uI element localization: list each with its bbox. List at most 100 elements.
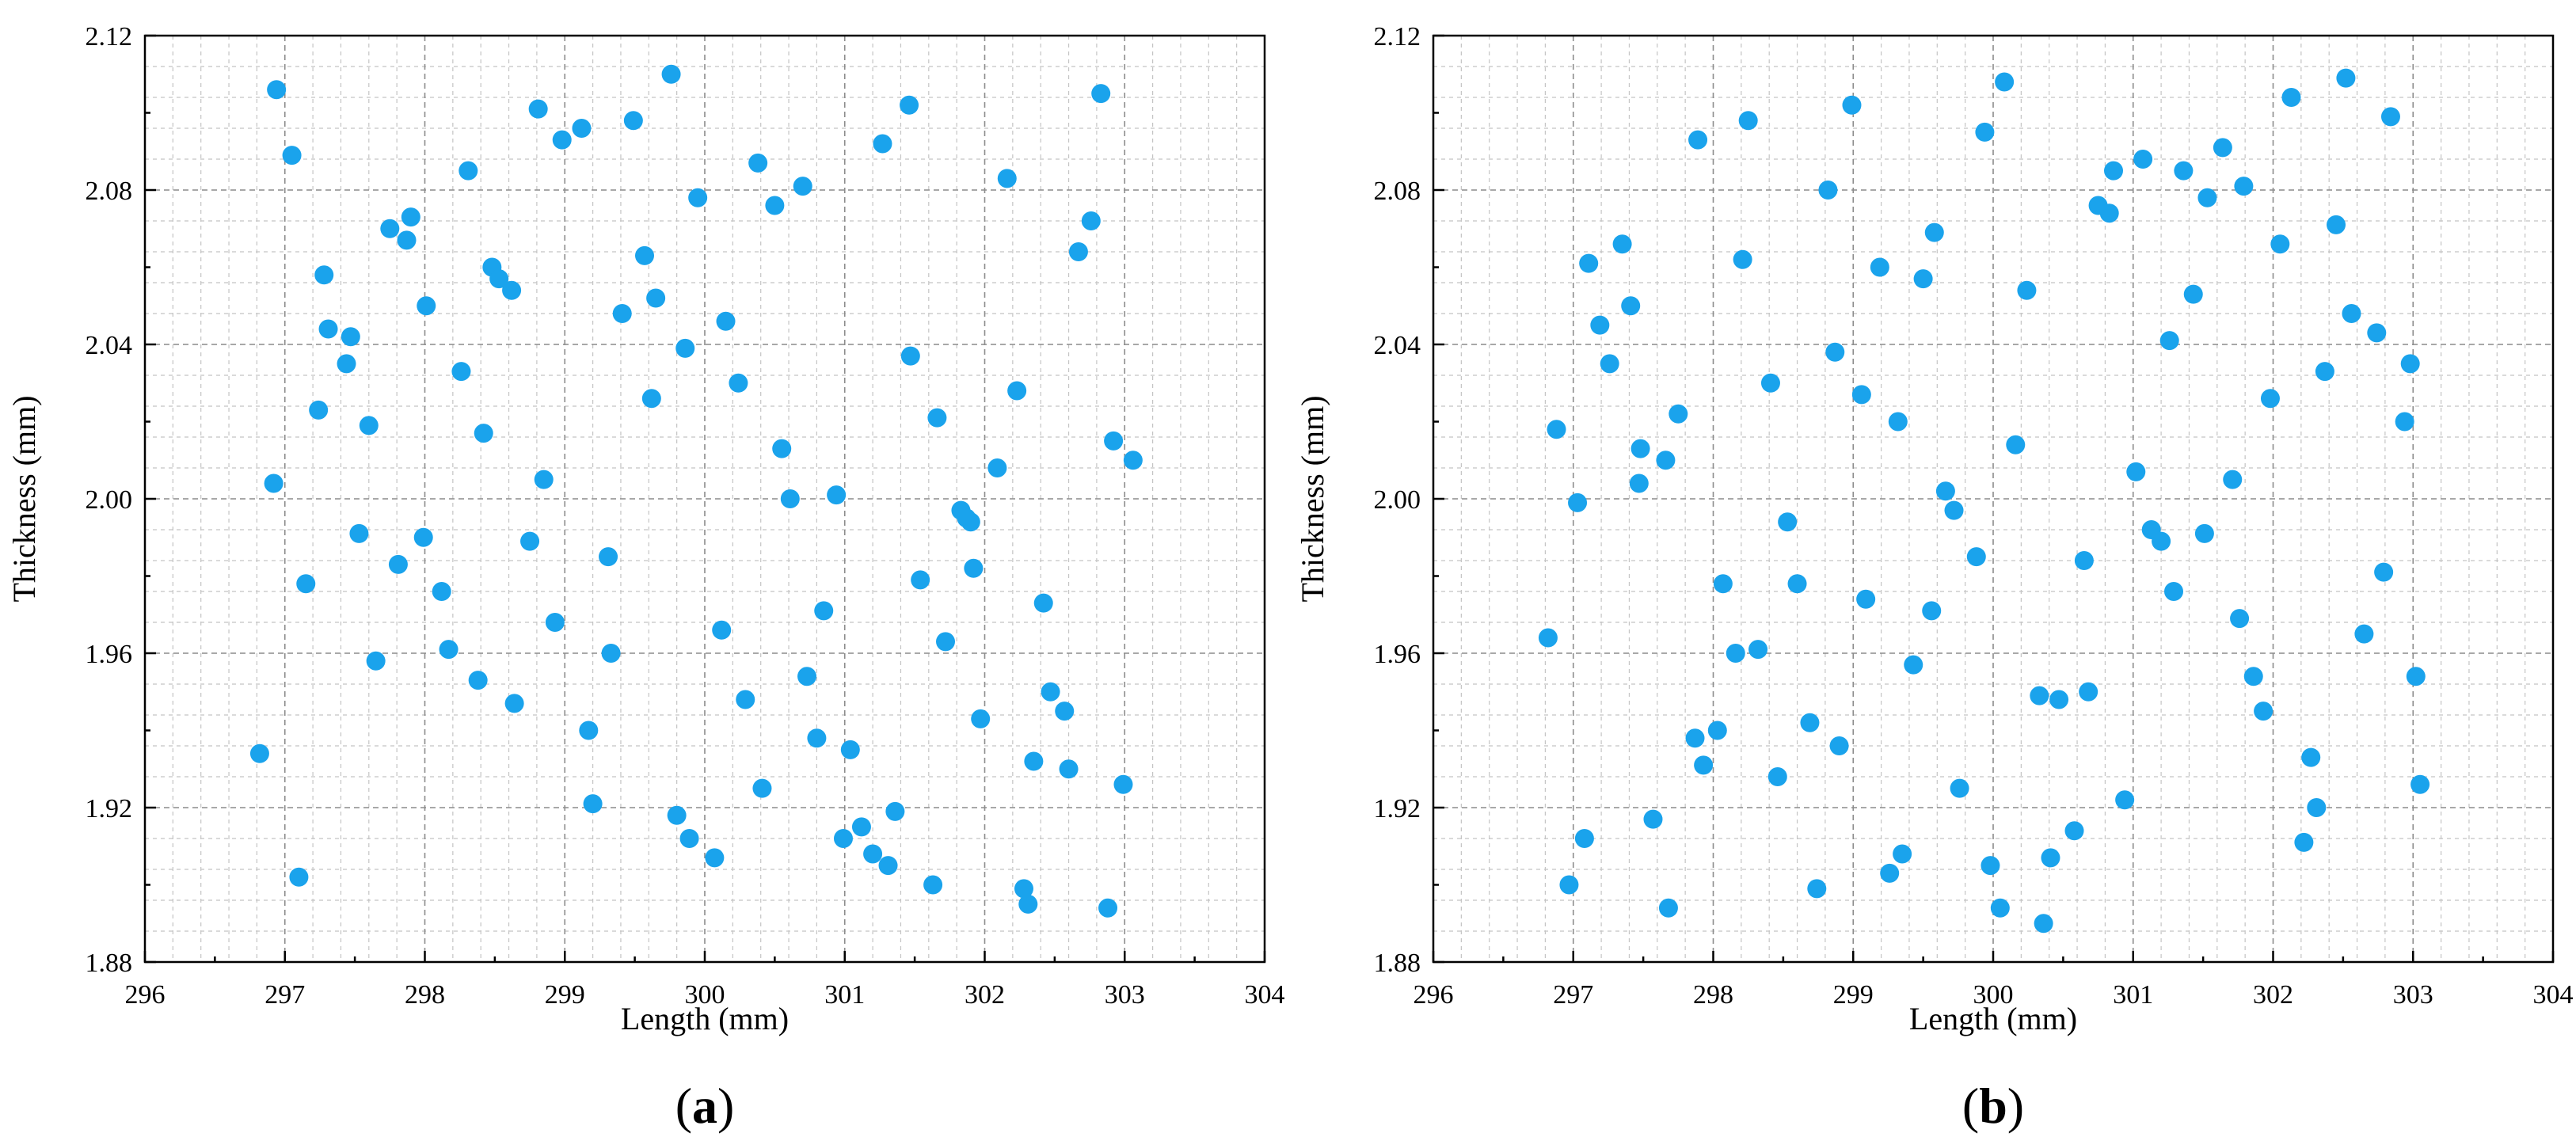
data-point [900, 95, 919, 115]
panel-label: (a) [675, 1078, 735, 1134]
panel-letter: a [692, 1078, 717, 1134]
data-point [1091, 84, 1111, 104]
x-tick-label: 297 [1553, 980, 1593, 1010]
data-point [2049, 690, 2069, 709]
data-point [2197, 188, 2217, 207]
x-tick-label: 296 [125, 980, 166, 1010]
data-point [341, 327, 360, 347]
data-point [1825, 342, 1845, 362]
data-point [2410, 774, 2430, 794]
data-point [923, 875, 943, 895]
y-tick-label: 1.96 [86, 640, 133, 669]
data-point [2126, 462, 2146, 481]
panel-b: 296 297 298 299 300 301 302 303 304 1.88 1.92 1.96 2… [1288, 0, 2576, 1137]
data-point [2041, 848, 2060, 868]
data-point [1055, 702, 1075, 721]
y-tick-label: 2.12 [1374, 22, 1421, 51]
data-point [552, 130, 572, 150]
data-point [1081, 211, 1101, 230]
data-point [1707, 721, 1727, 740]
data-point [1893, 844, 1912, 864]
data-point [1579, 253, 1599, 273]
x-tick-label: 296 [1414, 980, 1454, 1010]
x-tick-label: 304 [1245, 980, 1285, 1010]
data-point [634, 245, 654, 265]
data-point [1966, 547, 1986, 567]
data-point [2099, 203, 2119, 223]
data-point [827, 485, 847, 505]
data-point [388, 554, 408, 574]
data-point [264, 473, 283, 493]
data-point [397, 230, 417, 250]
data-point [545, 613, 565, 632]
data-point [2374, 562, 2394, 582]
data-point [987, 458, 1007, 477]
data-point [1007, 381, 1027, 401]
x-tick-label: 300 [1973, 980, 2014, 1010]
data-point [289, 867, 309, 887]
data-point [2104, 161, 2124, 181]
data-point [797, 667, 817, 686]
data-point [851, 817, 871, 837]
data-point [1688, 130, 1708, 150]
data-point [2183, 284, 2203, 304]
data-point [2133, 150, 2153, 169]
data-point [1574, 829, 1594, 848]
data-point [601, 644, 621, 663]
data-point [736, 690, 755, 709]
grid-lines [1433, 35, 2554, 963]
data-point [1713, 574, 1733, 594]
data-point [1990, 898, 2010, 918]
data-point [318, 319, 338, 339]
data-point [2034, 914, 2053, 934]
x-tick-label: 303 [1105, 980, 1145, 1010]
scatter-chart-a: 296 297 298 299 300 301 302 303 304 1.88 1.92 1.96 2… [6, 22, 1285, 1134]
x-axis-title: Length (mm) [621, 1001, 789, 1036]
data-point [1123, 451, 1143, 470]
data-point [705, 848, 725, 868]
x-tick-label: 299 [545, 980, 585, 1010]
panel-a: 296 297 298 299 300 301 302 303 304 1.88 1.92 1.96 2… [6, 22, 1285, 1134]
x-tick-label: 302 [2253, 980, 2293, 1010]
data-point [1767, 767, 1787, 786]
y-axis-title: Thickness (mm) [6, 395, 42, 602]
data-point [2152, 531, 2171, 551]
data-point [1924, 222, 1944, 242]
x-tick-label: 304 [2533, 980, 2574, 1010]
data-point [2367, 323, 2387, 343]
x-tick-label: 298 [405, 980, 445, 1010]
data-point [1590, 315, 1610, 335]
y-tick-label: 1.88 [86, 949, 133, 978]
panel-label: (b) [1962, 1078, 2024, 1134]
data-point [1950, 778, 1969, 798]
data-point [900, 346, 920, 366]
data-point [936, 632, 956, 652]
data-point [314, 265, 334, 285]
data-point [885, 801, 905, 821]
x-tick-label: 298 [1693, 980, 1733, 1010]
data-point [2281, 88, 2301, 107]
data-point [2074, 551, 2094, 570]
data-point [1014, 879, 1033, 899]
data-point [468, 671, 488, 690]
data-point [2174, 161, 2194, 181]
data-point [1643, 809, 1663, 829]
x-tick-label: 303 [2393, 980, 2433, 1010]
data-point [459, 161, 478, 181]
data-point [716, 311, 736, 331]
y-axis-title: Thickness (mm) [1295, 395, 1330, 602]
data-point [752, 778, 772, 798]
axis-ticks [143, 34, 1266, 964]
data-point [439, 640, 459, 660]
data-point [833, 829, 853, 848]
data-point [1944, 500, 1964, 520]
x-tick-label: 302 [965, 980, 1005, 1010]
data-point [2243, 667, 2263, 686]
data-point [1913, 269, 1933, 289]
data-point [2064, 821, 2084, 841]
y-tick-label: 2.04 [1374, 331, 1421, 360]
data-point [2406, 667, 2426, 686]
data-point [583, 794, 603, 814]
data-point [349, 523, 369, 543]
data-point [474, 424, 493, 443]
